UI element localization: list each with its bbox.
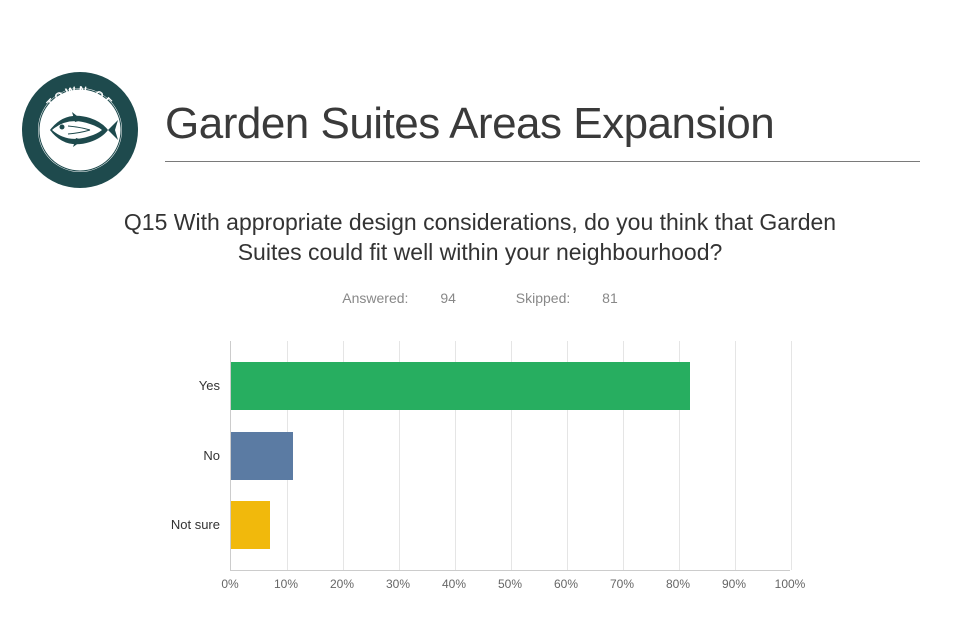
gridline	[735, 341, 736, 570]
town-logo: TOWN OF GIBSONS	[20, 70, 140, 190]
x-tick-label: 10%	[274, 577, 298, 591]
x-tick-label: 50%	[498, 577, 522, 591]
x-tick-label: 70%	[610, 577, 634, 591]
x-tick-label: 100%	[775, 577, 806, 591]
x-tick-label: 30%	[386, 577, 410, 591]
bar	[231, 432, 293, 480]
gridline	[791, 341, 792, 570]
page-title: Garden Suites Areas Expansion	[165, 99, 920, 149]
title-divider	[165, 161, 920, 162]
category-label: No	[160, 448, 220, 463]
plot-area	[230, 341, 790, 571]
x-tick-label: 40%	[442, 577, 466, 591]
x-tick-label: 20%	[330, 577, 354, 591]
response-stats: Answered: 94 Skipped: 81	[0, 290, 960, 306]
x-tick-label: 80%	[666, 577, 690, 591]
category-label: Not sure	[160, 517, 220, 532]
category-label: Yes	[160, 378, 220, 393]
skipped-label: Skipped: 81	[502, 290, 632, 306]
x-tick-label: 90%	[722, 577, 746, 591]
bar-chart: 0%10%20%30%40%50%60%70%80%90%100%YesNoNo…	[160, 341, 800, 601]
answered-label: Answered: 94	[328, 290, 474, 306]
survey-question: Q15 With appropriate design consideratio…	[90, 208, 870, 268]
bar	[231, 501, 270, 549]
bar	[231, 362, 690, 410]
title-wrap: Garden Suites Areas Expansion	[165, 99, 920, 162]
x-tick-label: 0%	[221, 577, 238, 591]
x-tick-label: 60%	[554, 577, 578, 591]
header: TOWN OF GIBSONS Garden Suites Areas Expa…	[0, 0, 960, 190]
